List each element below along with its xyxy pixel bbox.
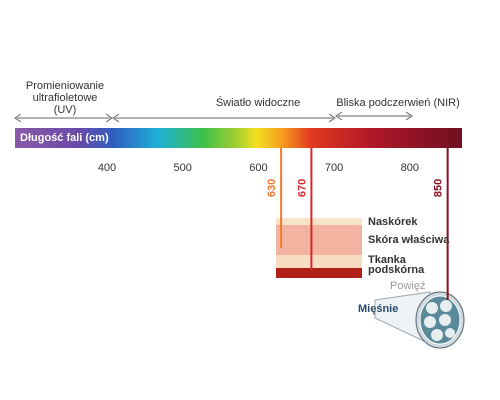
tick-label: 700	[325, 162, 343, 174]
layer-label: Tkanka	[368, 254, 407, 266]
region-label: (UV)	[54, 104, 77, 116]
wavelength-label: 670	[296, 179, 308, 197]
layer-label: Naskórek	[368, 216, 418, 228]
tick-label: 600	[249, 162, 267, 174]
layer-label: podskórna	[368, 264, 425, 276]
muscle-bundle	[374, 291, 465, 349]
layer-label: Skóra właściwa	[368, 234, 450, 246]
region-label: Promieniowanie	[26, 80, 104, 92]
fascia-label: Powięź	[390, 280, 425, 292]
muscle-label: Mięśnie	[358, 303, 398, 315]
tick-label: 500	[174, 162, 192, 174]
spectrum-bar	[15, 128, 462, 148]
wavelength-label: 630	[266, 179, 278, 197]
tick-label: 400	[98, 162, 116, 174]
wavelength-label: 850	[433, 179, 445, 197]
region-label: ultrafioletowe	[33, 92, 98, 104]
skin	[276, 218, 362, 278]
region-label: Bliska podczerwień (NIR)	[336, 97, 459, 109]
tick-label: 800	[401, 162, 419, 174]
region-label: Światło widoczne	[216, 96, 300, 109]
spectrum-label: Długość fali (cm)	[20, 132, 109, 144]
